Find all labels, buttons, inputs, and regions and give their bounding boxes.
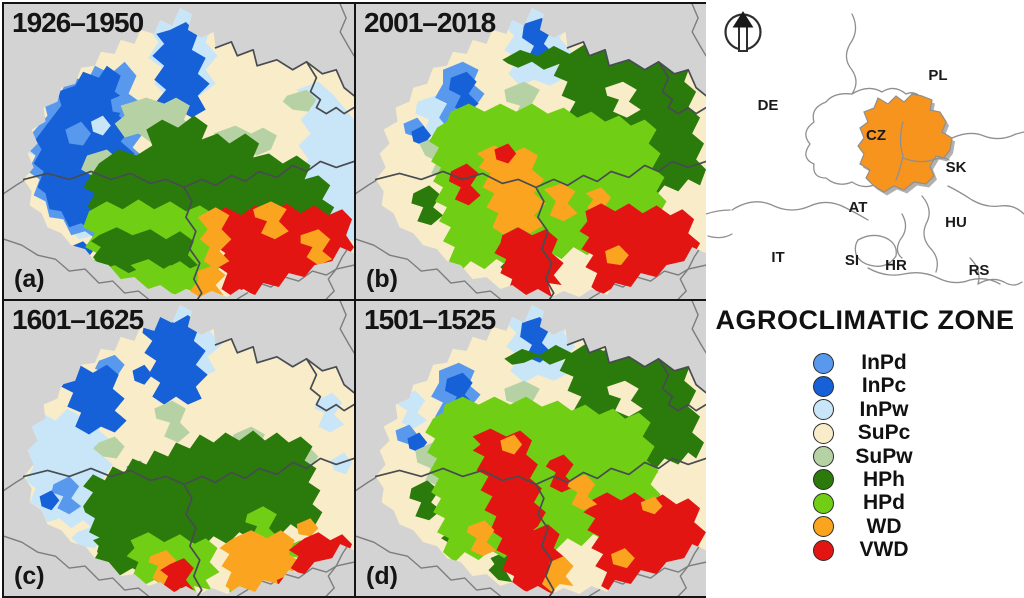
country-label-pl: PL [928, 67, 947, 84]
map-a [4, 4, 354, 299]
country-labels: DE PL CZ SK AT HU IT SI HR RS [758, 67, 990, 279]
period-label: 1601–1625 [12, 304, 144, 335]
period-label: 1501–1525 [364, 304, 496, 335]
map-d [356, 301, 706, 596]
study-area-inner-border [895, 121, 904, 181]
map-panel-grid: 1926–1950 (a) [2, 2, 708, 598]
legend-item: HPd [706, 491, 1024, 515]
panel-letter: (a) [14, 265, 45, 293]
legend-color-swatch [813, 352, 834, 374]
legend-item: WD [706, 515, 1024, 538]
panel-d: 1501–1525 (d) [356, 301, 706, 596]
legend-item: VWD [706, 538, 1024, 561]
map-c [4, 301, 354, 596]
legend-item-label: SuPw [855, 444, 913, 468]
panel-a: 1926–1950 (a) [4, 4, 354, 299]
legend-item-label: SuPc [857, 421, 911, 445]
legend-color-swatch [813, 516, 834, 538]
panel-b: 2001–2018 (b) [356, 4, 706, 299]
country-label-si: SI [845, 252, 859, 269]
legend-color-swatch [813, 446, 834, 468]
right-column: DE PL CZ SK AT HU IT SI HR RS AGROCLIMAT… [706, 0, 1024, 598]
legend-item: SuPw [706, 445, 1024, 468]
country-label-at: AT [849, 199, 868, 216]
legend-item-label: WD [866, 514, 902, 538]
country-label-it: IT [771, 249, 784, 266]
panel-letter: (d) [366, 562, 398, 590]
legend-item-label: InPw [859, 397, 909, 421]
map-b [356, 4, 706, 299]
country-label-cz: CZ [866, 127, 886, 144]
country-label-hu: HU [945, 214, 967, 231]
legend-item: InPd [706, 351, 1024, 374]
legend-item-label: HPd [863, 491, 905, 515]
legend-item: InPc [706, 374, 1024, 398]
legend-color-swatch [813, 539, 834, 561]
legend-item-label: VWD [859, 538, 909, 562]
study-area-inner-border [902, 157, 950, 163]
country-label-sk: SK [946, 159, 967, 176]
country-label-rs: RS [969, 262, 990, 279]
legend-title: AGROCLIMATIC ZONE [715, 305, 1015, 335]
country-label-de: DE [758, 97, 779, 114]
legend-item-label: HPh [863, 468, 905, 491]
panel-c: 1601–1625 (c) [4, 301, 354, 596]
locator-map: DE PL CZ SK AT HU IT SI HR RS [706, 11, 1024, 286]
legend-item: InPw [706, 398, 1024, 421]
legend-color-swatch [813, 469, 834, 491]
panel-letter: (c) [14, 562, 45, 590]
legend-item-label: InPc [861, 374, 907, 398]
legend-color-swatch [813, 399, 834, 421]
legend-item: SuPc [706, 421, 1024, 445]
panel-letter: (b) [366, 265, 398, 293]
legend-item: HPh [706, 468, 1024, 491]
period-label: 1926–1950 [12, 7, 144, 38]
country-label-hr: HR [885, 257, 907, 274]
legend: AGROCLIMATIC ZONE InPd InPc InPw SuPc Su… [706, 296, 1024, 562]
north-arrow-icon [724, 11, 762, 52]
study-area-highlight [857, 93, 953, 193]
country-borders [706, 13, 1024, 286]
legend-list: InPd InPc InPw SuPc SuPw HPh HPd WD VWD [706, 351, 1024, 562]
legend-color-swatch [813, 492, 834, 514]
legend-color-swatch [813, 375, 834, 397]
period-label: 2001–2018 [364, 7, 496, 38]
legend-item-label: InPd [861, 351, 907, 375]
legend-color-swatch [813, 422, 834, 444]
